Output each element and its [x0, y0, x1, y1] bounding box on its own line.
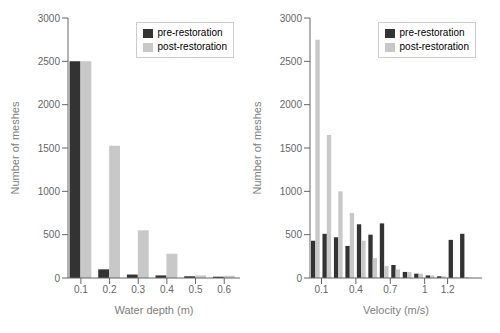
svg-text:0.2: 0.2 [103, 284, 117, 295]
svg-text:0: 0 [296, 273, 302, 284]
svg-text:0.3: 0.3 [131, 284, 145, 295]
svg-text:0.4: 0.4 [349, 284, 363, 295]
svg-text:2500: 2500 [280, 56, 303, 67]
svg-text:1: 1 [422, 284, 428, 295]
svg-text:0.1: 0.1 [315, 284, 329, 295]
svg-text:500: 500 [43, 229, 60, 240]
svg-text:1000: 1000 [38, 186, 61, 197]
svg-text:3000: 3000 [38, 13, 61, 24]
svg-text:500: 500 [285, 229, 302, 240]
svg-text:1500: 1500 [38, 143, 61, 154]
svg-text:0: 0 [54, 273, 60, 284]
html-text:pre-restoration: pre-restoration [157, 27, 223, 38]
svg-text:0.4: 0.4 [160, 284, 174, 295]
svg-text:Number of meshes: Number of meshes [251, 101, 263, 194]
svg-text:0.1: 0.1 [74, 284, 88, 295]
svg-text:2000: 2000 [280, 99, 303, 110]
html-text:post-restoration: post-restoration [399, 41, 469, 52]
svg-text:1000: 1000 [280, 186, 303, 197]
html-text:post-restoration: post-restoration [157, 41, 227, 52]
svg-text:2000: 2000 [38, 99, 61, 110]
svg-text:1500: 1500 [280, 143, 303, 154]
svg-text:1.2: 1.2 [441, 284, 455, 295]
svg-text:0.5: 0.5 [189, 284, 203, 295]
svg-text:Number of meshes: Number of meshes [9, 101, 21, 194]
svg-text:Water depth (m): Water depth (m) [114, 304, 193, 316]
svg-text:Velocity (m/s): Velocity (m/s) [363, 304, 429, 316]
svg-text:0.7: 0.7 [383, 284, 397, 295]
html-text:pre-restoration: pre-restoration [399, 27, 465, 38]
svg-text:2500: 2500 [38, 56, 61, 67]
svg-text:3000: 3000 [280, 13, 303, 24]
svg-text:0.6: 0.6 [217, 284, 231, 295]
